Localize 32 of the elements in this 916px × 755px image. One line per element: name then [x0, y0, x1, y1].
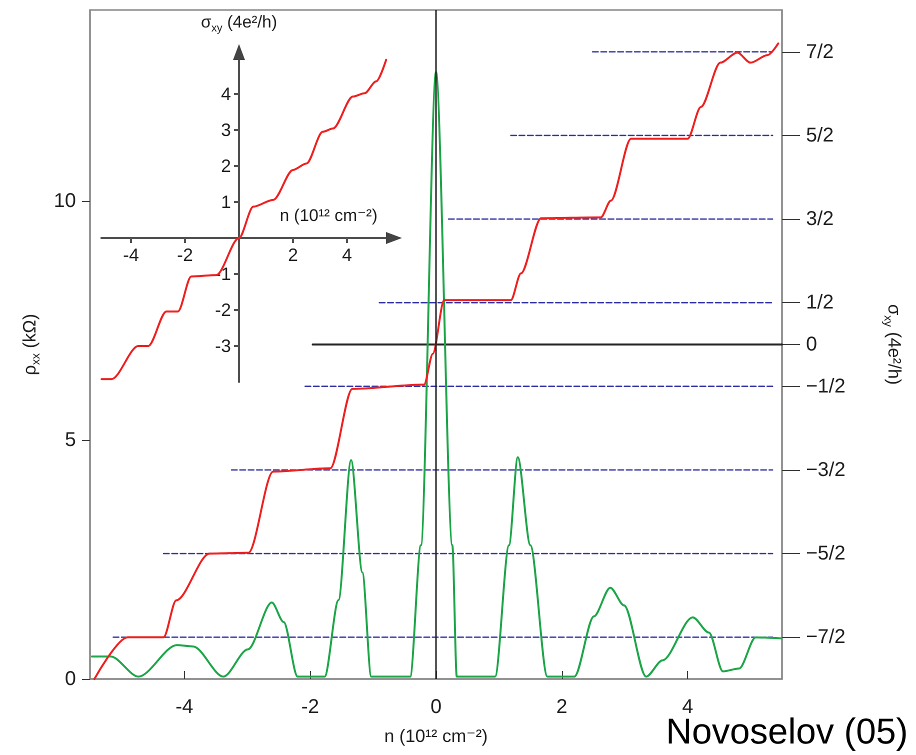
x-axis-title: n (10¹² cm⁻²) — [384, 726, 488, 746]
y2-tick-label: 3/2 — [806, 208, 834, 230]
x-tick-label: 4 — [342, 245, 352, 265]
y-tick-label: 5 — [64, 429, 76, 452]
y2-tick-label: −1/2 — [806, 375, 846, 398]
y2-tick-label: 1/2 — [806, 292, 834, 314]
y2-axis-title: σxy (4e²/h) — [882, 304, 905, 385]
y-tick-label: 1 — [220, 192, 231, 212]
x-tick-label: -2 — [176, 245, 194, 265]
y2-tick-label: 5/2 — [806, 124, 834, 146]
x-tick-label: 4 — [682, 696, 694, 718]
y2-tick-label: 7/2 — [806, 40, 834, 63]
y-tick-label: -2 — [214, 300, 231, 320]
y-tick-label: 4 — [220, 84, 231, 104]
y2-tick-label: 0 — [806, 334, 818, 356]
x-tick-label: -4 — [175, 696, 194, 718]
y-tick-label: 3 — [220, 120, 231, 140]
y2-tick-label: −3/2 — [806, 458, 846, 481]
y-axis-title: ρxx (kΩ) — [19, 314, 42, 376]
y-tick-label: 0 — [64, 668, 76, 690]
x-tick-label: 2 — [556, 696, 568, 718]
x-tick-label: -2 — [301, 696, 320, 718]
x-tick-label: -4 — [122, 245, 140, 265]
y2-tick-label: −7/2 — [806, 626, 846, 648]
y-tick-label: 2 — [220, 156, 231, 176]
x-tick-label: 2 — [288, 245, 298, 265]
x-axis-title: n (10¹² cm⁻²) — [280, 206, 378, 225]
y2-tick-label: −5/2 — [806, 542, 846, 565]
line-series — [100, 58, 388, 380]
x-tick-label: 0 — [430, 696, 442, 718]
y-tick-label: -3 — [214, 336, 231, 356]
y-tick-label: 10 — [54, 190, 76, 212]
